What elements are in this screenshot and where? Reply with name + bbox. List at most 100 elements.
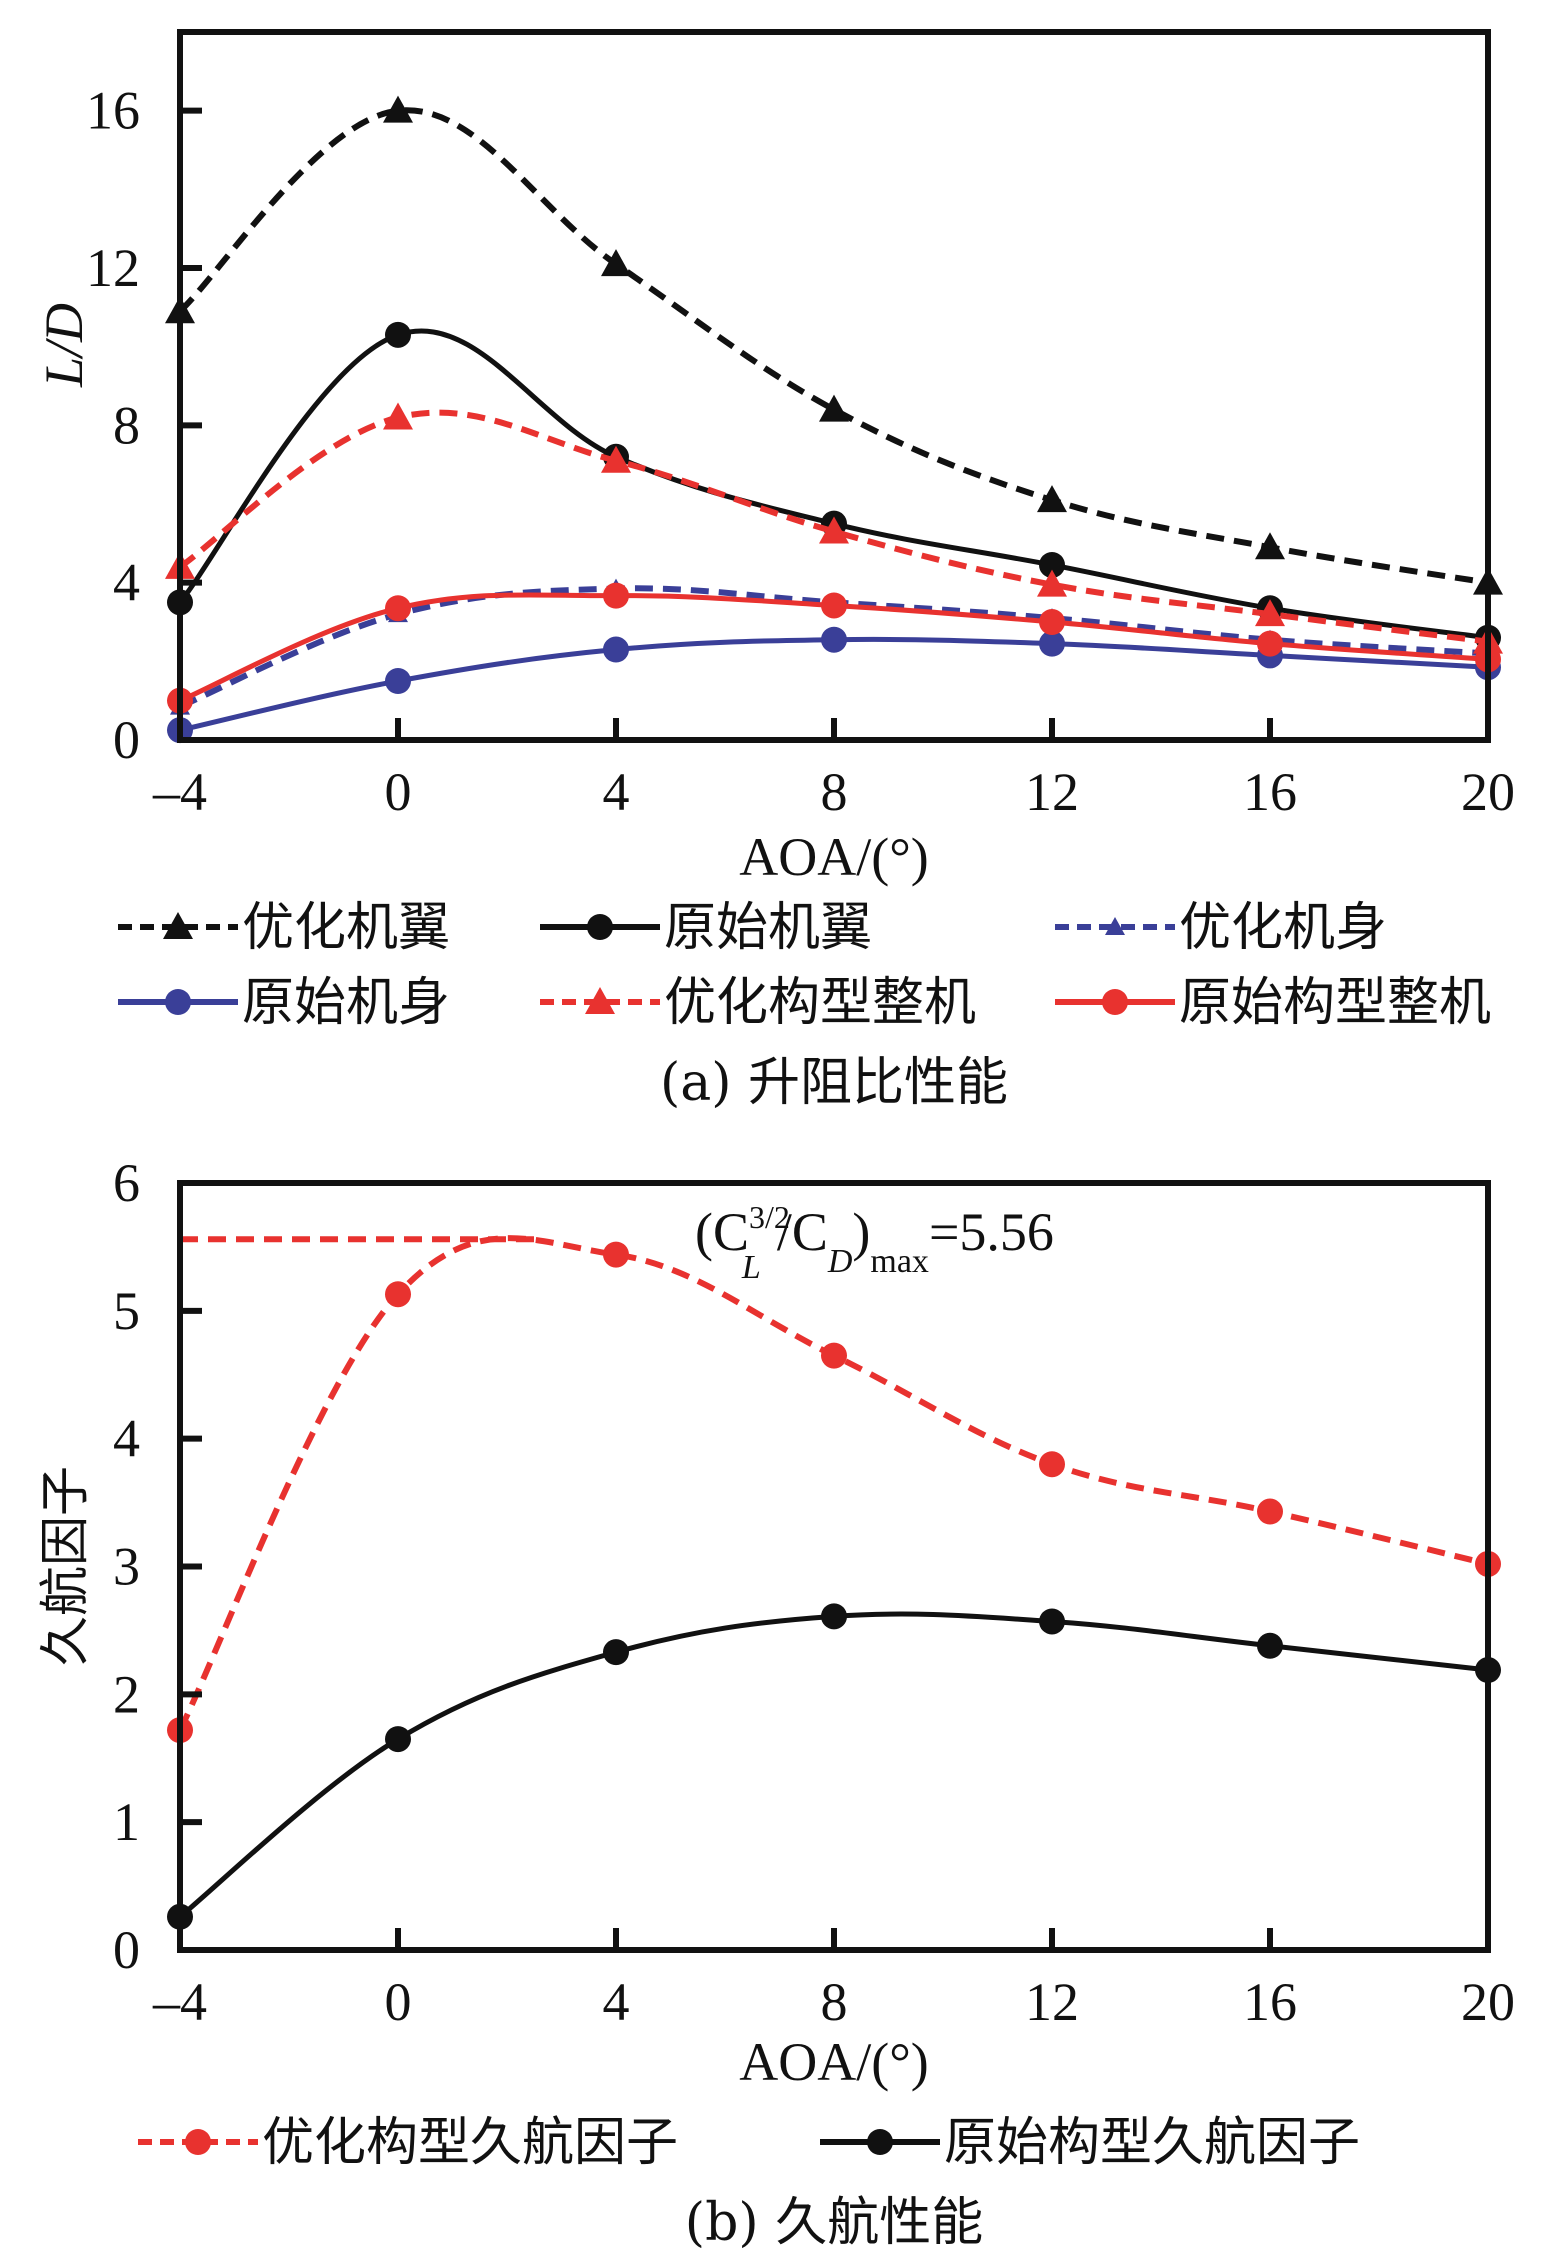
annot-sub-max: max <box>870 1243 929 1280</box>
chart-a-x-tick-labels: –4 0 4 8 12 16 20 <box>152 762 1515 822</box>
chart-b-ticks <box>180 1180 1273 1950</box>
chart-b-x-axis-title: AOA/(°) <box>739 2032 929 2092</box>
series-1 <box>167 1235 1501 1744</box>
annot-sub-l: L <box>741 1249 761 1286</box>
chart-a-y-tick-labels: 0 4 8 12 16 <box>86 81 140 770</box>
annot-open: (C <box>695 1202 749 1262</box>
legend-item: 优化构型整机 <box>540 973 976 1033</box>
chart-b-max-annotation: (C3/2 L/CD)max=5.56 <box>695 1199 1054 1286</box>
data-point <box>1039 1608 1065 1635</box>
legend-swatch-marker <box>163 912 193 939</box>
legend-label: 优化构型整机 <box>664 973 976 1033</box>
y-tick-label: 0 <box>113 710 140 770</box>
data-point <box>385 1726 411 1753</box>
x-tick-label: –4 <box>152 762 207 822</box>
annot-sub-d: D <box>827 1243 853 1280</box>
y-tick-label: 2 <box>113 1664 140 1724</box>
annot-eq: =5.56 <box>929 1202 1054 1262</box>
y-tick-label: 8 <box>113 395 140 455</box>
chart-b-x-tick-labels: –4 0 4 8 12 16 20 <box>152 1972 1515 2032</box>
chart-b-y-axis-title: 久航因子 <box>36 1466 94 1666</box>
legend-label: 原始构型久航因子 <box>944 2113 1360 2173</box>
x-tick-label: 20 <box>1461 1972 1515 2032</box>
chart-b-series <box>167 1235 1501 1930</box>
x-tick-label: 16 <box>1243 1972 1297 2032</box>
legend-item: 原始构型整机 <box>1055 973 1491 1033</box>
legend-label: 优化机翼 <box>242 898 450 958</box>
chart-a-y-axis-title: L/D <box>34 303 94 388</box>
data-point <box>819 394 849 422</box>
data-point <box>1039 609 1065 635</box>
chart-b-legend: 优化构型久航因子 原始构型久航因子 <box>138 2113 1360 2173</box>
y-tick-label: 4 <box>113 1409 140 1469</box>
data-point <box>385 595 411 622</box>
data-point <box>603 1241 629 1268</box>
annot-close: ) <box>852 1202 870 1262</box>
data-point <box>1255 532 1285 560</box>
y-tick-label: 0 <box>113 1920 140 1980</box>
data-point <box>383 95 413 123</box>
legend-label: 优化构型久航因子 <box>262 2113 678 2173</box>
data-point <box>1037 485 1067 513</box>
legend-label: 原始构型整机 <box>1179 973 1491 1033</box>
chart-a-ticks <box>180 107 1273 740</box>
annot-sup: 3/2 <box>749 1199 790 1235</box>
data-point <box>385 668 411 694</box>
x-tick-label: 4 <box>603 1972 630 2032</box>
data-point <box>603 636 629 663</box>
data-point <box>819 516 849 544</box>
data-point <box>1257 1498 1283 1525</box>
x-tick-label: 8 <box>821 762 848 822</box>
legend-swatch-marker <box>867 2129 893 2155</box>
data-point <box>1039 551 1065 578</box>
series-line <box>177 1235 1489 1732</box>
legend-swatch-marker <box>585 987 615 1014</box>
x-tick-label: 12 <box>1025 1972 1079 2032</box>
series-5 <box>165 402 1503 654</box>
data-point <box>821 592 847 619</box>
legend-swatch-marker <box>165 989 191 1015</box>
series-line <box>178 1611 1489 1919</box>
data-point <box>603 1639 629 1666</box>
data-point <box>1257 1632 1283 1659</box>
data-point <box>1037 569 1067 597</box>
x-tick-label: 0 <box>385 1972 412 2032</box>
legend-item: 优化机身 <box>1055 898 1387 958</box>
legend-swatch-marker <box>1105 917 1125 935</box>
data-point <box>601 249 631 277</box>
legend-swatch-marker <box>185 2129 211 2155</box>
data-point <box>821 626 847 653</box>
series-line <box>178 328 1489 641</box>
legend-swatch-marker <box>587 914 613 940</box>
series-line <box>179 636 1489 733</box>
chart-a-series <box>165 95 1503 744</box>
chart-a-x-axis-title: AOA/(°) <box>739 827 929 887</box>
x-tick-label: 4 <box>603 762 630 822</box>
legend-label: 原始机翼 <box>664 898 872 958</box>
y-tick-label: 1 <box>113 1792 140 1852</box>
data-point <box>1255 599 1285 627</box>
y-tick-label: 3 <box>113 1537 140 1597</box>
data-point <box>601 445 631 473</box>
x-tick-label: 8 <box>821 1972 848 2032</box>
data-point <box>385 1281 411 1308</box>
data-point <box>383 402 413 430</box>
legend-label: 原始机身 <box>242 973 450 1033</box>
chart-b-frame <box>177 1180 1491 1953</box>
legend-item: 原始机身 <box>118 973 450 1033</box>
y-tick-label: 12 <box>86 238 140 298</box>
data-point <box>1039 630 1065 657</box>
legend-item: 原始构型久航因子 <box>820 2113 1360 2173</box>
x-tick-label: 0 <box>385 762 412 822</box>
x-tick-label: –4 <box>152 1972 207 2032</box>
chart-b-y-tick-labels: 0 1 2 3 4 5 6 <box>113 1153 140 1980</box>
x-tick-label: 12 <box>1025 762 1079 822</box>
data-point <box>821 1603 847 1630</box>
y-tick-label: 16 <box>86 81 140 141</box>
y-tick-label: 4 <box>113 553 140 613</box>
legend-item: 原始机翼 <box>540 898 872 958</box>
